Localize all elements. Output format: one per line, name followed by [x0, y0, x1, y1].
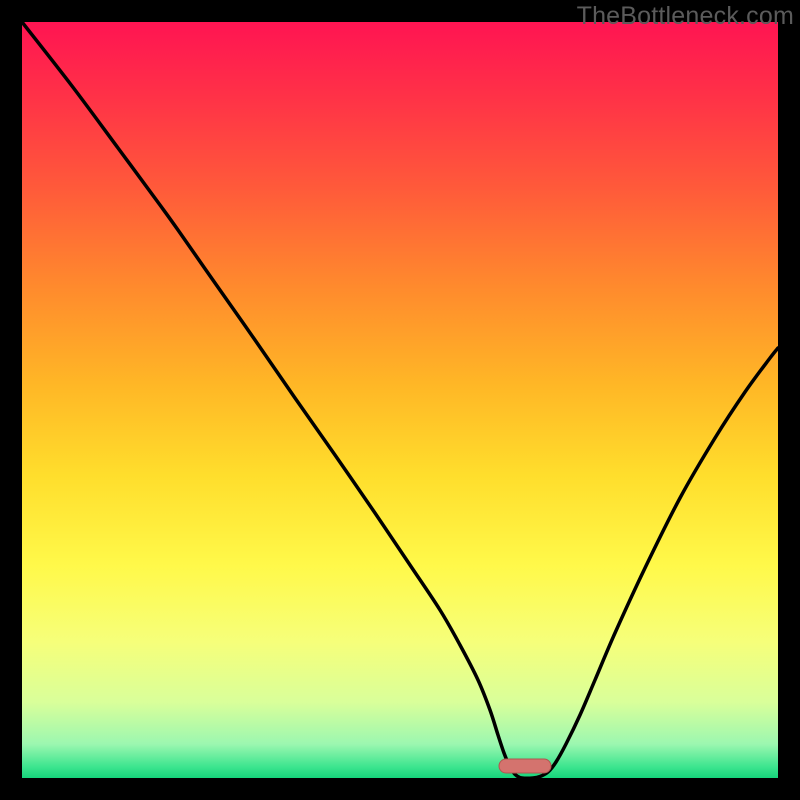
chart-stage: TheBottleneck.com: [0, 0, 800, 800]
plot-area: [22, 22, 778, 778]
watermark-text: TheBottleneck.com: [577, 2, 794, 31]
optimal-marker: [499, 759, 551, 773]
chart-svg: [0, 0, 800, 800]
